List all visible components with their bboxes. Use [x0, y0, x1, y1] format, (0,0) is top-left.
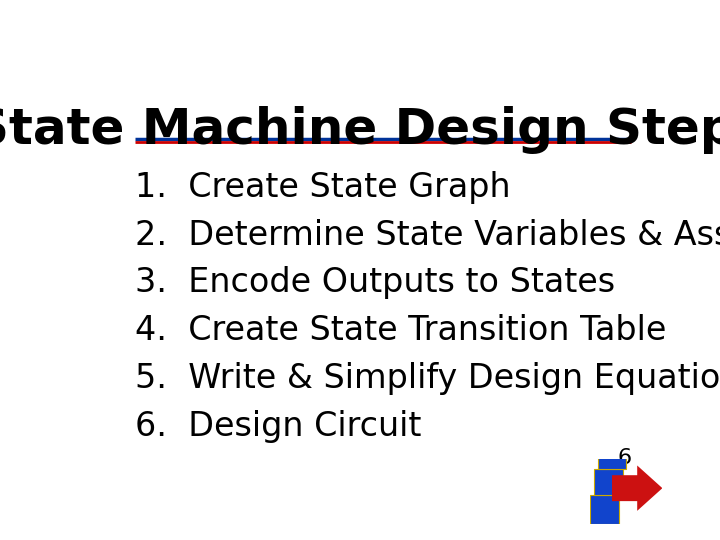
Text: 2.  Determine State Variables & Assign: 2. Determine State Variables & Assign	[135, 219, 720, 252]
Text: 1.  Create State Graph: 1. Create State Graph	[135, 171, 510, 204]
Text: 6.  Design Circuit: 6. Design Circuit	[135, 410, 421, 443]
Text: State Machine Design Steps: State Machine Design Steps	[0, 106, 720, 154]
Polygon shape	[590, 495, 619, 524]
Text: 3.  Encode Outputs to States: 3. Encode Outputs to States	[135, 266, 615, 300]
Polygon shape	[594, 469, 623, 495]
Text: 4.  Create State Transition Table: 4. Create State Transition Table	[135, 314, 666, 347]
Text: 6: 6	[617, 448, 631, 468]
Text: 5.  Write & Simplify Design Equations: 5. Write & Simplify Design Equations	[135, 362, 720, 395]
Polygon shape	[598, 456, 626, 469]
Polygon shape	[612, 465, 662, 511]
